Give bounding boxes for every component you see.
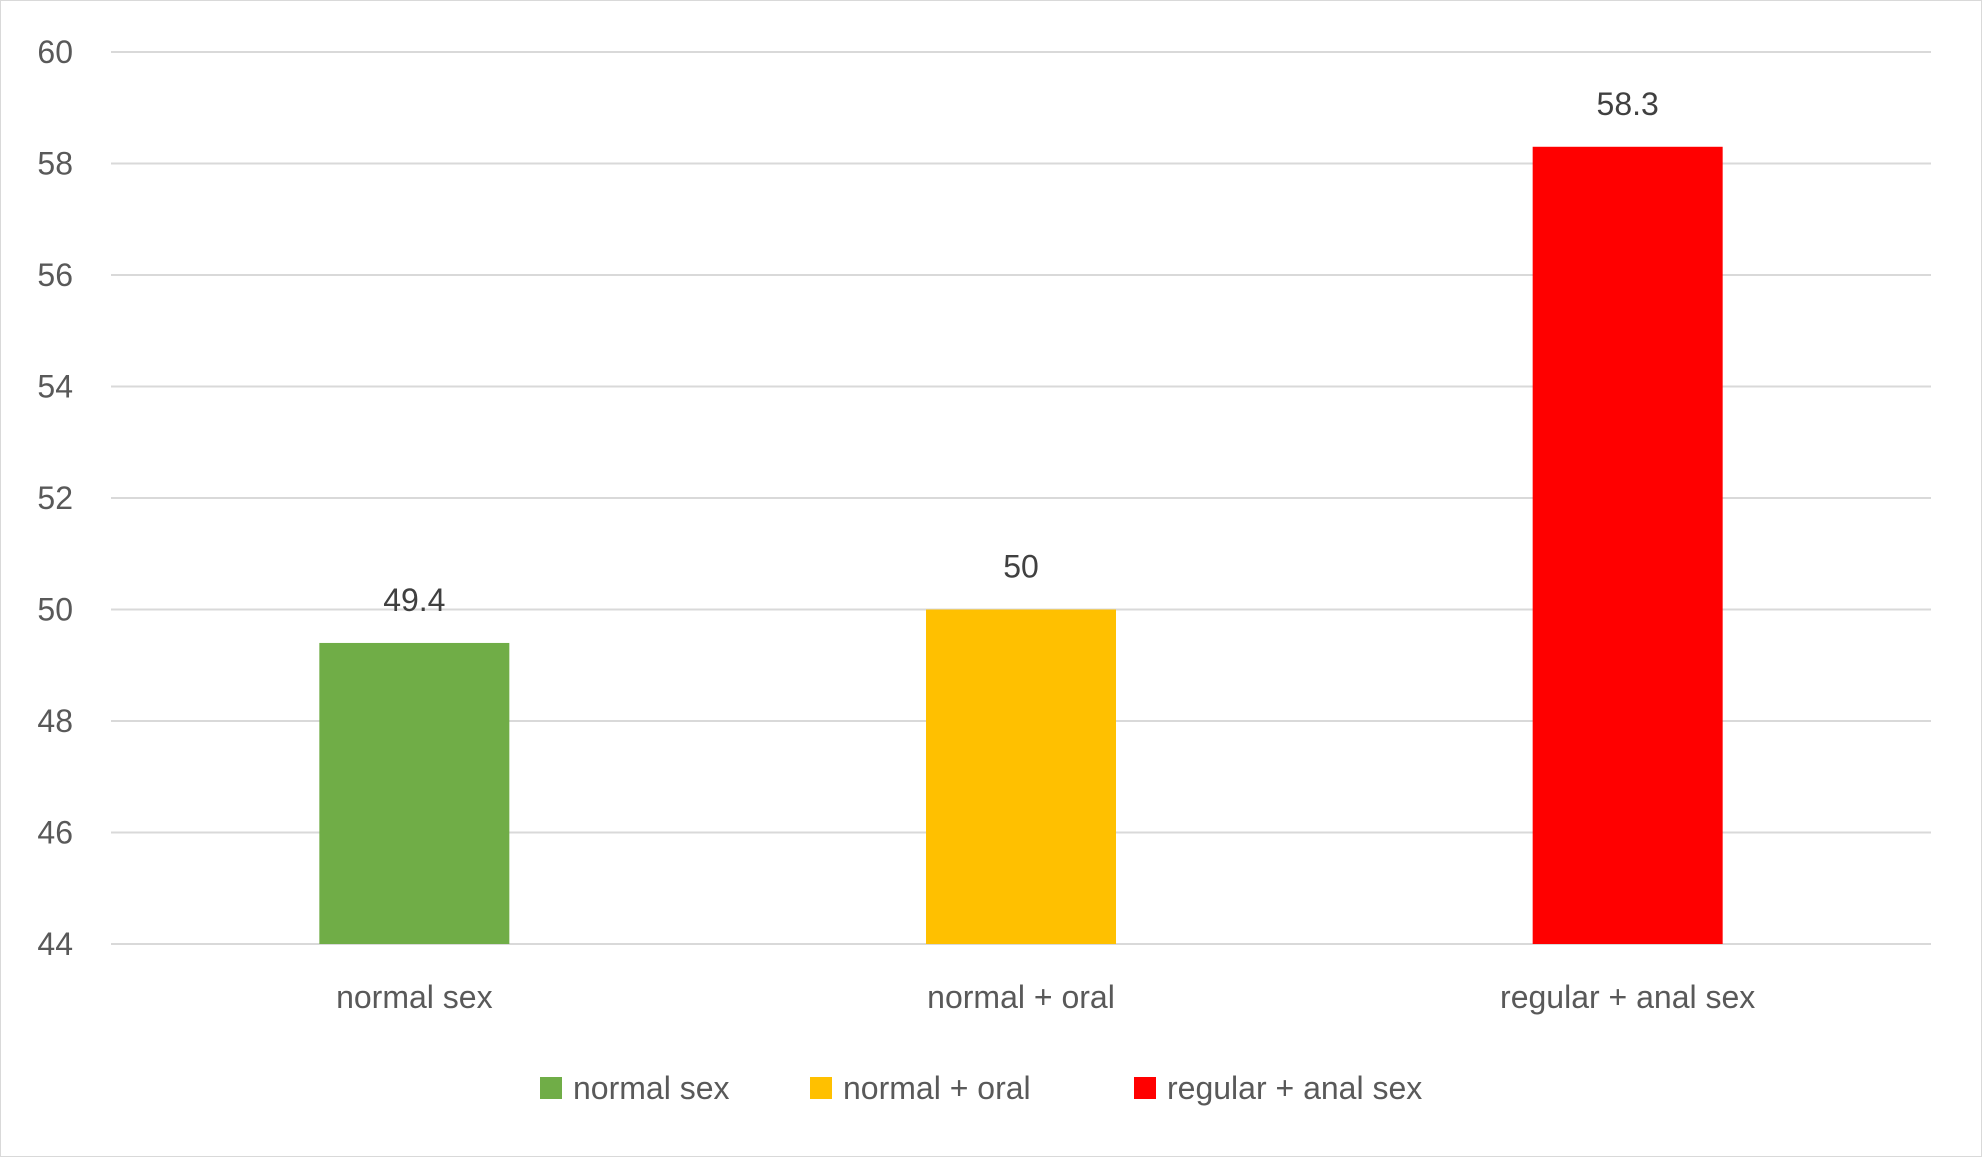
y-tick-label: 46: [37, 815, 73, 851]
y-tick-label: 44: [37, 926, 73, 962]
legend-item: normal sex: [540, 1070, 730, 1106]
legend-label: regular + anal sex: [1167, 1070, 1422, 1106]
x-axis-tick-labels: normal sex normal + oral regular + anal se…: [336, 979, 1755, 1015]
bars: [319, 146, 1723, 944]
y-tick-label: 56: [37, 257, 73, 293]
bar: [1532, 146, 1723, 944]
x-tick-label: regular + anal sex: [1500, 979, 1755, 1015]
y-axis-tick-labels: 44 46 48 50 52 54 56 58 60: [37, 34, 73, 962]
legend-label: normal sex: [573, 1070, 730, 1106]
data-label: 49.4: [383, 582, 445, 618]
y-tick-label: 54: [37, 369, 73, 405]
y-tick-label: 50: [37, 592, 73, 628]
y-tick-label: 52: [37, 480, 73, 516]
bar: [926, 609, 1116, 944]
y-tick-label: 60: [37, 34, 73, 70]
y-tick-label: 48: [37, 703, 73, 739]
data-labels: 49.4 50 58.3: [383, 86, 1659, 618]
legend-swatch: [810, 1077, 832, 1099]
legend-label: normal + oral: [843, 1070, 1031, 1106]
data-label: 58.3: [1597, 86, 1659, 122]
bar: [319, 642, 510, 944]
legend-item: normal + oral: [810, 1070, 1031, 1106]
legend-item: regular + anal sex: [1134, 1070, 1422, 1106]
y-tick-label: 58: [37, 146, 73, 182]
legend-swatch: [1134, 1077, 1156, 1099]
legend-swatch: [540, 1077, 562, 1099]
x-tick-label: normal + oral: [927, 979, 1115, 1015]
x-tick-label: normal sex: [336, 979, 493, 1015]
data-label: 50: [1003, 549, 1039, 585]
legend: normal sex normal + oral regular + anal se…: [540, 1070, 1422, 1106]
